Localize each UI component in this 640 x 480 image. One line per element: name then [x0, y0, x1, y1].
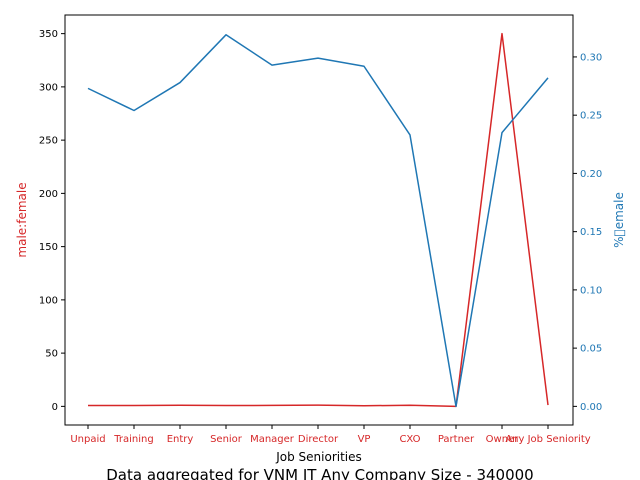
x-tick-label: Entry — [167, 434, 194, 445]
right-axis-label: % emale — [612, 192, 626, 248]
right-axis-ticks: 0.00 0.05 0.10 0.15 0.20 0.25 0.30 — [573, 52, 602, 413]
percent-female-line — [87, 34, 549, 408]
x-tick-label: VP — [358, 434, 371, 445]
x-tick-label: CXO — [399, 434, 420, 445]
series-layer — [87, 32, 549, 408]
left-tick-label: 100 — [39, 295, 58, 306]
right-tick-label: 0.00 — [580, 402, 602, 413]
x-tick-label: Senior — [210, 434, 243, 445]
right-tick-label: 0.05 — [580, 344, 602, 355]
right-tick-label: 0.10 — [580, 285, 602, 296]
x-axis-label: Job Seniorities — [275, 450, 362, 464]
x-tick-label: Director — [298, 434, 339, 445]
x-tick-label: Manager — [250, 434, 295, 445]
left-axis-label: male:female — [15, 182, 29, 257]
plot-frame — [64, 14, 574, 426]
right-tick-label: 0.15 — [580, 227, 602, 238]
x-tick-label: Unpaid — [70, 434, 105, 445]
x-tick-label: Training — [113, 434, 153, 445]
chart-title: Data aggregated for VNM IT Any Company S… — [106, 466, 533, 480]
left-tick-label: 150 — [39, 242, 58, 253]
x-tick-label: Any Job Seniority — [505, 434, 590, 445]
left-axis-ticks: 0 50 100 150 200 250 300 350 — [39, 29, 65, 413]
left-tick-label: 300 — [39, 82, 58, 93]
x-axis-ticks: Unpaid Training Entry Senior Manager Director… — [70, 425, 591, 445]
x-tick-label: Owner — [486, 434, 520, 445]
left-tick-label: 50 — [45, 349, 58, 360]
left-tick-label: 250 — [39, 136, 58, 147]
right-tick-label: 0.20 — [580, 169, 602, 180]
left-tick-label: 200 — [39, 189, 58, 200]
left-tick-label: 350 — [39, 29, 58, 40]
right-tick-label: 0.25 — [580, 111, 602, 122]
x-tick-label: Partner — [438, 434, 475, 445]
left-tick-label: 0 — [52, 402, 58, 413]
male-female-ratio-line — [88, 32, 549, 408]
right-tick-label: 0.30 — [580, 52, 602, 63]
